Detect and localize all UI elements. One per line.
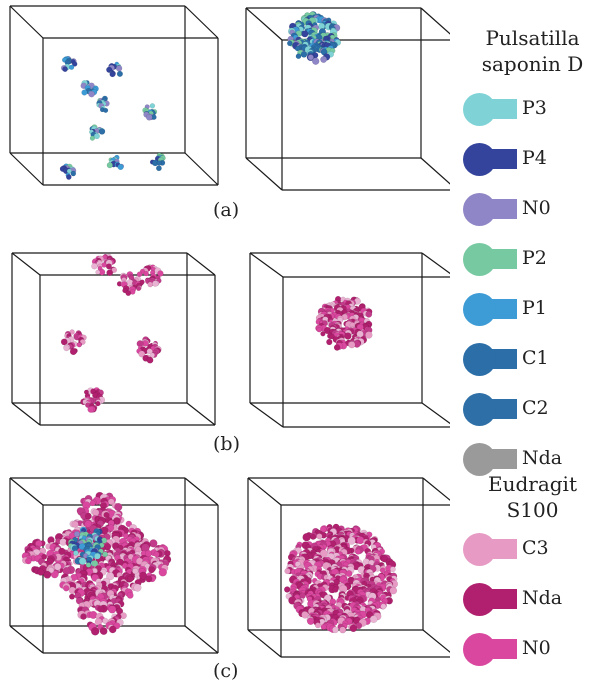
- bead-stick-icon: [489, 299, 517, 319]
- eudragit-complex: [127, 538, 172, 583]
- simulation-box: [249, 252, 450, 428]
- bead-ball-icon: [463, 243, 496, 276]
- legend-item-label: Nda: [522, 447, 563, 469]
- legend-title-line: Eudragit: [487, 472, 577, 496]
- bead-stick-icon: [489, 349, 517, 369]
- panel-caption-c: (c): [213, 660, 239, 682]
- eudragit-complex: [76, 491, 123, 535]
- legend-item-label: C3: [522, 537, 549, 559]
- saponin-micelle: [142, 103, 158, 121]
- legend-title-line: S100: [506, 498, 559, 522]
- bead-stick-icon: [489, 199, 517, 219]
- bead-stick-icon: [489, 399, 517, 419]
- legend-item-c2: C2: [463, 390, 593, 430]
- simulation-box: [9, 5, 219, 186]
- bead-ball-icon: [463, 193, 496, 226]
- legend-item-label: Nda: [522, 587, 563, 609]
- bead-ball-icon: [463, 443, 496, 476]
- simulation-box: [9, 477, 219, 654]
- saponin-micelle: [106, 154, 125, 171]
- bead-ball-icon: [463, 533, 496, 566]
- saponin-core: [67, 526, 108, 568]
- eudragit-complex: [21, 536, 67, 579]
- bead-stick-icon: [489, 149, 517, 169]
- bead-ball-icon: [463, 633, 496, 666]
- simulation-box: [11, 252, 216, 426]
- bead-stick-icon: [489, 539, 517, 559]
- eudragit-cluster: [116, 271, 144, 296]
- saponin-micelle: [89, 124, 106, 141]
- eudragit-aggregate: [283, 523, 399, 634]
- saponin-micelle: [149, 152, 166, 172]
- eudragit-cluster: [136, 336, 162, 364]
- eudragit-cluster: [91, 253, 118, 277]
- panel-caption-a: (a): [213, 199, 240, 221]
- bead-stick-icon: [489, 99, 517, 119]
- eudragit-cluster: [80, 387, 106, 413]
- legend-title-eudragit: Eudragit S100: [470, 471, 595, 523]
- legend-item-label: P1: [522, 297, 547, 319]
- bead-stick-icon: [489, 589, 517, 609]
- legend-item-p3: P3: [463, 90, 593, 130]
- saponin-micelle: [80, 79, 99, 98]
- saponin-micelle: [59, 163, 77, 180]
- legend-item-nda: Nda: [463, 440, 593, 480]
- eudragit-complex: [77, 588, 127, 636]
- saponin-micelle: [60, 55, 78, 72]
- legend-item-label: P4: [522, 147, 547, 169]
- eudragit-cluster: [136, 264, 164, 288]
- legend-item-n0: N0: [463, 630, 593, 670]
- legend-item-label: P2: [522, 247, 547, 269]
- legend-title-line: Pulsatilla: [485, 26, 580, 50]
- legend-item-label: C1: [522, 347, 549, 369]
- legend-item-nda: Nda: [463, 580, 593, 620]
- bead-ball-icon: [463, 343, 496, 376]
- bead-stick-icon: [489, 249, 517, 269]
- legend-item-label: N0: [522, 637, 551, 659]
- legend-item-p1: P1: [463, 290, 593, 330]
- saponin-micelle: [106, 61, 123, 78]
- saponin-micelle: [96, 95, 110, 113]
- legend-item-c3: C3: [463, 530, 593, 570]
- bead-ball-icon: [463, 143, 496, 176]
- bead-ball-icon: [463, 293, 496, 326]
- panel-caption-b: (b): [213, 433, 240, 455]
- legend-item-label: P3: [522, 97, 547, 119]
- bead-stick-icon: [489, 449, 517, 469]
- eudragit-cluster: [60, 329, 87, 356]
- bead-ball-icon: [463, 93, 496, 126]
- legend-item-label: C2: [522, 397, 549, 419]
- bead-ball-icon: [463, 583, 496, 616]
- legend-item-p4: P4: [463, 140, 593, 180]
- legend-title-saponin: Pulsatilla saponin D: [470, 25, 595, 77]
- bead-ball-icon: [463, 393, 496, 426]
- legend-item-n0: N0: [463, 190, 593, 230]
- legend-item-label: N0: [522, 197, 551, 219]
- legend-title-line: saponin D: [481, 52, 584, 76]
- legend-item-p2: P2: [463, 240, 593, 280]
- saponin-aggregate: [286, 11, 342, 65]
- simulation-boxes: [9, 5, 450, 658]
- eudragit-aggregate: [315, 295, 373, 351]
- bead-stick-icon: [489, 639, 517, 659]
- legend-item-c1: C1: [463, 340, 593, 380]
- simulation-box: [245, 7, 450, 191]
